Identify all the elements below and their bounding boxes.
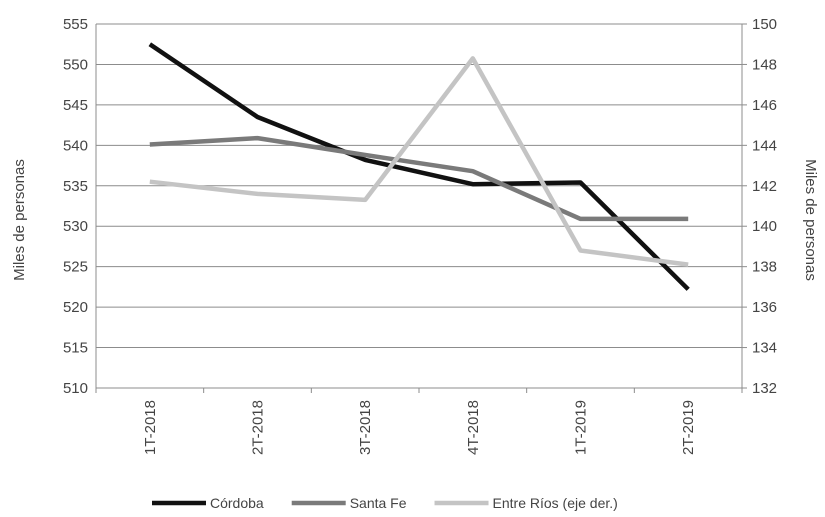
- x-tick-label: 3T-2018: [357, 400, 374, 455]
- left-tick-label: 520: [63, 299, 88, 316]
- series-lines: [150, 44, 688, 289]
- x-tick-label: 1T-2019: [573, 400, 590, 455]
- right-tick-label: 134: [752, 340, 777, 357]
- right-tick-label: 148: [752, 56, 777, 73]
- right-axis-title: Miles de personas: [802, 159, 819, 281]
- left-tick-label: 515: [63, 340, 88, 357]
- legend: Córdoba Santa Fe Entre Ríos (eje der.): [152, 495, 618, 511]
- axes: [96, 24, 742, 388]
- x-tick-label: 2T-2018: [250, 400, 267, 455]
- right-tick-label: 144: [752, 137, 777, 154]
- right-tick-label: 146: [752, 97, 777, 114]
- left-tick-label: 525: [63, 259, 88, 276]
- right-tick-label: 140: [752, 218, 777, 235]
- left-tick-label: 510: [63, 380, 88, 397]
- x-tick-label: 2T-2019: [680, 400, 697, 455]
- right-axis-ticks: 132 134 136 138 140 142 144 146 148 150: [742, 16, 777, 397]
- right-tick-label: 150: [752, 16, 777, 33]
- left-tick-label: 530: [63, 218, 88, 235]
- left-axis-ticks: 510 515 520 525 530 535 540 545 550 555: [63, 16, 88, 397]
- right-tick-label: 142: [752, 178, 777, 195]
- legend-label: Santa Fe: [350, 495, 407, 511]
- left-tick-label: 555: [63, 16, 88, 33]
- x-tick-label: 1T-2018: [142, 400, 159, 455]
- x-axis-ticks: 1T-2018 2T-2018 3T-2018 4T-2018 1T-2019 2T-20…: [96, 388, 742, 455]
- left-tick-label: 540: [63, 137, 88, 154]
- right-tick-label: 136: [752, 299, 777, 316]
- legend-label: Córdoba: [210, 495, 264, 511]
- right-tick-label: 138: [752, 259, 777, 276]
- x-tick-label: 4T-2018: [465, 400, 482, 455]
- right-tick-label: 132: [752, 380, 777, 397]
- grid-lines: [96, 24, 742, 388]
- left-axis-title: Miles de personas: [11, 159, 28, 281]
- left-tick-label: 535: [63, 178, 88, 195]
- left-tick-label: 545: [63, 97, 88, 114]
- legend-label: Entre Ríos (eje der.): [493, 495, 618, 511]
- left-tick-label: 550: [63, 56, 88, 73]
